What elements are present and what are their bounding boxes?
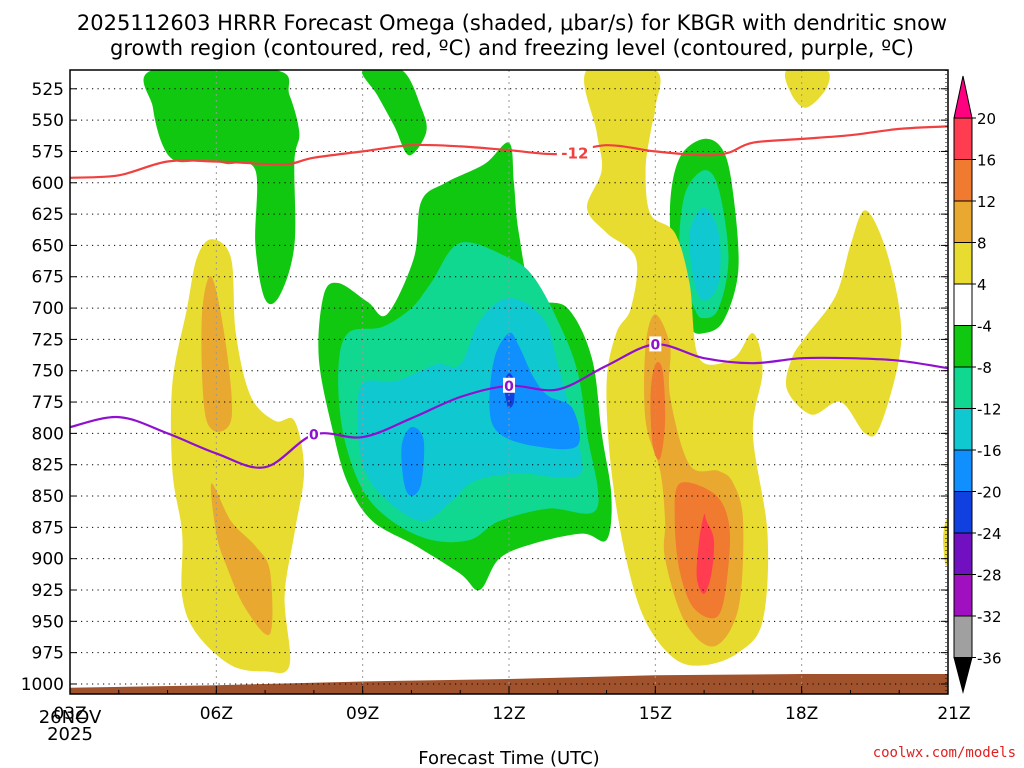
y-tick-label-825: 825 [32, 456, 64, 476]
colorbar-swatch-4 [953, 242, 973, 285]
colorbar-label-10: -24 [977, 525, 1002, 543]
colorbar-label-8: -16 [977, 442, 1002, 460]
zero-contour-label-0: 0 [309, 428, 319, 444]
zero-contour-label-1: 0 [504, 379, 514, 395]
omega-region-minus16-8 [489, 332, 581, 450]
omega-region-minus12-7 [689, 207, 721, 301]
x-tick-label-03Z: 03Z [53, 704, 86, 724]
colorbar-label-1: 16 [977, 152, 996, 170]
omega-region-minus4-1 [361, 70, 427, 156]
colorbar-label-5: -4 [977, 318, 992, 336]
credit-text: coolwx.com/models [873, 745, 1016, 761]
colorbar-top-arrow [953, 75, 973, 119]
omega-region-12-19 [650, 362, 666, 460]
y-tick-label-750: 750 [32, 362, 64, 382]
omega-region-minus16-9 [401, 426, 425, 496]
y-tick-label-1000: 1000 [21, 675, 64, 695]
y-tick-label-875: 875 [32, 518, 64, 538]
zero-label-bg-2 [649, 336, 662, 352]
minus12-contour-line [70, 125, 948, 179]
omega-region-8-17 [210, 483, 273, 636]
omega-region-16-21 [696, 513, 715, 594]
y-tick-label-650: 650 [32, 236, 64, 256]
y-tick-label-525: 525 [32, 80, 64, 100]
contour-lines: -12 0 0 0 [70, 125, 948, 469]
colorbar-swatch-3 [953, 200, 973, 243]
y-tick-label-975: 975 [32, 644, 64, 664]
x-date-line2: 2025 [47, 724, 93, 745]
colorbar-swatch-2 [953, 159, 973, 202]
minus12-contour-label: -12 [561, 145, 588, 163]
colorbar-swatch-1 [953, 117, 973, 160]
colorbar-label-6: -8 [977, 359, 992, 377]
y-tick-label-575: 575 [32, 142, 64, 162]
omega-region-4-13 [785, 210, 902, 437]
colorbar-swatch-5 [953, 283, 973, 326]
y-tick-label-950: 950 [32, 612, 64, 632]
y-axis: 525 550 575 600 625 650 675 700 725 750 775 800 825 8… [21, 80, 948, 695]
colorbar-label-3: 8 [977, 235, 987, 253]
colorbar: 20 16 12 8 4 -4 -8 -12 -16 -20 -24 -28 -32 -36 [953, 75, 1002, 694]
x-date-line1: 26NOV [39, 707, 102, 728]
y-tick-label-800: 800 [32, 424, 64, 444]
colorbar-swatch-13 [953, 615, 973, 658]
y-tick-label-850: 850 [32, 487, 64, 507]
colorbar-swatch-8 [953, 408, 973, 451]
x-tick-label-21Z: 21Z [937, 704, 970, 724]
y-tick-label-600: 600 [32, 174, 64, 194]
colorbar-label-7: -12 [977, 401, 1002, 419]
colorbar-swatch-12 [953, 574, 973, 617]
colorbar-swatch-9 [953, 449, 973, 492]
y-tick-label-700: 700 [32, 299, 64, 319]
x-tick-label-15Z: 15Z [639, 704, 672, 724]
y-tick-label-775: 775 [32, 393, 64, 413]
x-tick-label-12Z: 12Z [492, 704, 525, 724]
colorbar-label-13: -36 [977, 650, 1002, 668]
minus12-label-bg [556, 143, 593, 161]
x-tick-label-06Z: 06Z [200, 704, 233, 724]
colorbar-label-2: 12 [977, 193, 996, 211]
x-tick-label-09Z: 09Z [346, 704, 379, 724]
chart-title-line2: growth region (contoured, red, ºC) and f… [110, 36, 914, 60]
colorbar-label-0: 20 [977, 110, 996, 128]
colorbar-swatch-7 [953, 366, 973, 409]
zero-label-bg-0 [307, 426, 320, 442]
colorbar-swatch-11 [953, 532, 973, 575]
y-tick-label-925: 925 [32, 581, 64, 601]
y-tick-label-725: 725 [32, 330, 64, 350]
chart-title-line1: 2025112603 HRRR Forecast Omega (shaded, … [77, 11, 947, 35]
y-tick-label-900: 900 [32, 550, 64, 570]
colorbar-swatch-6 [953, 325, 973, 368]
colorbar-label-4: 4 [977, 276, 987, 294]
colorbar-label-12: -32 [977, 608, 1002, 626]
y-tick-label-675: 675 [32, 268, 64, 288]
omega-shading [143, 70, 948, 673]
y-tick-label-625: 625 [32, 205, 64, 225]
omega-region-8-16 [201, 276, 233, 432]
colorbar-label-9: -20 [977, 484, 1002, 502]
x-axis-label: Forecast Time (UTC) [418, 748, 599, 768]
omega-region-minus4-0 [143, 70, 300, 305]
colorbar-swatch-10 [953, 491, 973, 534]
x-tick-label-18Z: 18Z [785, 704, 818, 724]
zero-contour-label-2: 0 [650, 337, 660, 353]
colorbar-bottom-arrow [953, 657, 973, 694]
y-tick-label-550: 550 [32, 111, 64, 131]
x-axis: 03Z 06Z 09Z 12Z 15Z 18Z 21Z [53, 686, 971, 724]
colorbar-label-11: -28 [977, 567, 1002, 585]
zero-label-bg-1 [503, 377, 515, 393]
